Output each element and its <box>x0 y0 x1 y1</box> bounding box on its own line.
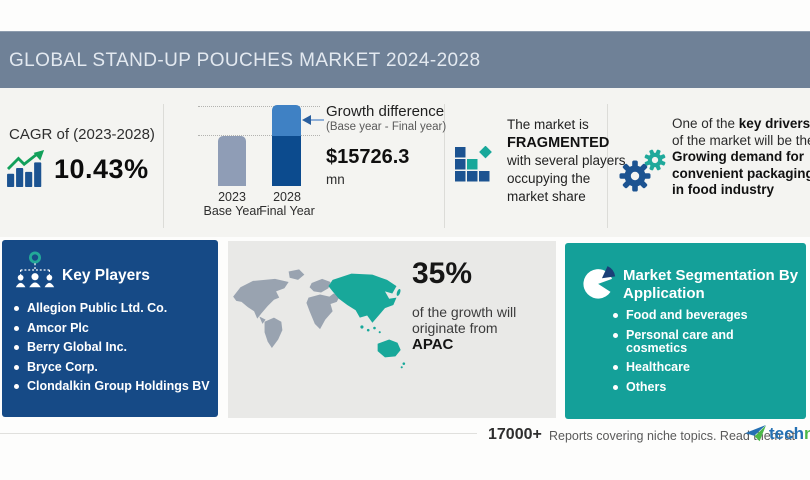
apac-percent: 35% <box>412 257 473 290</box>
bar-2028-growth-segment <box>272 105 301 136</box>
cagr-label: CAGR of (2023-2028) <box>9 126 155 143</box>
footer-divider <box>0 433 477 434</box>
key-driver-description: One of the key drivers of the market wil… <box>672 116 810 199</box>
technavio-plane-icon <box>745 425 766 442</box>
divider-vertical <box>444 104 445 228</box>
segmentation-title: Market Segmentation By Application <box>623 267 801 303</box>
bar-2028-base-segment <box>272 136 301 186</box>
apac-desc-line2: originate from <box>412 320 498 336</box>
segmentation-list: Food and beverages Personal care and cos… <box>613 309 798 400</box>
bar-2023-base-year <box>218 136 246 186</box>
report-count: 17000+ <box>488 426 542 443</box>
apac-desc-line1: of the growth will <box>412 304 517 320</box>
top-band <box>0 88 810 237</box>
bar-label: Base Year <box>203 204 261 218</box>
brand-suffix: navio <box>803 424 810 443</box>
segment-name: Healthcare <box>626 360 690 374</box>
technavio-logo: technavio <box>745 424 810 444</box>
driver-pre: One of the <box>672 116 739 131</box>
bullet-dot-icon <box>613 384 618 390</box>
bullet-dot-icon <box>613 365 618 370</box>
list-item: Others <box>613 379 798 394</box>
list-item: Clondalkin Group Holdings BV <box>14 380 210 393</box>
header-bar: GLOBAL STAND-UP POUCHES MARKET 2024-2028 <box>0 31 810 89</box>
segment-name: Personal care and cosmetics <box>626 327 734 355</box>
growth-difference-unit: mn <box>326 172 345 187</box>
segmentation-title-line1: Market Segmentation By <box>623 267 799 284</box>
footer-tagline: Reports covering niche topics. Read them… <box>549 429 795 443</box>
divider-vertical <box>163 104 164 228</box>
key-player-name: Amcor Plc <box>27 320 89 335</box>
bullet-dot-icon <box>14 306 19 311</box>
bar-caption-2023: 2023 Base Year <box>203 190 261 218</box>
fragmented-pre: The market is <box>507 117 589 132</box>
growth-arrow-head-icon <box>302 115 311 125</box>
key-player-name: Berry Global Inc. <box>27 340 128 354</box>
bullet-dot-icon <box>14 364 19 370</box>
chart-gridline-base <box>198 135 320 136</box>
world-map-apac-highlight <box>233 269 406 369</box>
org-hierarchy-icon <box>15 251 55 288</box>
fragmented-post: with several players occupying the marke… <box>507 153 626 204</box>
chart-gridline-top <box>198 106 320 107</box>
brand-prefix: tech <box>769 424 804 443</box>
list-item: Food and beverages <box>613 309 798 322</box>
fragmented-highlight: FRAGMENTED <box>507 135 610 151</box>
apac-map-panel: 35% of the growth will originate from AP… <box>228 241 556 418</box>
key-player-name: Clondalkin Group Holdings BV <box>27 379 210 393</box>
bullet-dot-icon <box>14 325 19 331</box>
list-item: Amcor Plc <box>14 320 210 335</box>
pie-chart-icon <box>583 266 616 299</box>
apac-region: APAC <box>412 336 454 353</box>
market-segmentation-box: Market Segmentation By Application Food … <box>565 243 806 419</box>
bullet-dot-icon <box>14 384 19 389</box>
fragmented-squares-icon <box>455 146 492 182</box>
segment-name: Others <box>626 379 667 394</box>
growth-arrow-line <box>311 119 324 121</box>
bar-year: 2023 <box>218 190 246 204</box>
driver-mid: of the market will be the <box>672 132 810 148</box>
bar-year: 2028 <box>273 190 301 204</box>
key-player-name: Allegion Public Ltd. Co. <box>27 301 168 315</box>
bullet-dot-icon <box>613 332 618 338</box>
fragmented-description: The market is FRAGMENTED with several pl… <box>507 116 631 206</box>
growth-difference-title: Growth difference <box>326 103 445 120</box>
key-players-list: Allegion Public Ltd. Co. Amcor Plc Berry… <box>14 302 210 400</box>
bar-label: Final Year <box>259 204 315 218</box>
bar-caption-2028: 2028 Final Year <box>258 190 316 218</box>
page-title: GLOBAL STAND-UP POUCHES MARKET 2024-2028 <box>9 49 481 71</box>
key-player-name: Bryce Corp. <box>27 359 98 374</box>
segmentation-title-line2: Application <box>623 285 705 302</box>
driver-bold-main: Growing demand for convenient packaging … <box>672 149 810 197</box>
bar-chart-growth-icon <box>6 150 45 188</box>
bullet-dot-icon <box>14 345 19 350</box>
key-players-title: Key Players <box>62 267 150 284</box>
growth-difference-subtitle: (Base year - Final year) <box>326 121 447 133</box>
list-item: Personal care and cosmetics <box>613 327 798 355</box>
key-players-box: Key Players Allegion Public Ltd. Co. Amc… <box>2 240 218 417</box>
divider-vertical <box>607 104 608 228</box>
growth-difference-amount: $15726.3 <box>326 146 410 168</box>
cagr-value: 10.43% <box>54 154 149 184</box>
driver-bold-lead: key drivers <box>738 116 810 131</box>
segment-name: Food and beverages <box>626 308 748 322</box>
list-item: Allegion Public Ltd. Co. <box>14 302 210 315</box>
list-item: Berry Global Inc. <box>14 341 210 354</box>
list-item: Bryce Corp. <box>14 359 210 374</box>
bullet-dot-icon <box>613 313 618 318</box>
gears-icon <box>619 149 666 192</box>
list-item: Healthcare <box>613 361 798 374</box>
